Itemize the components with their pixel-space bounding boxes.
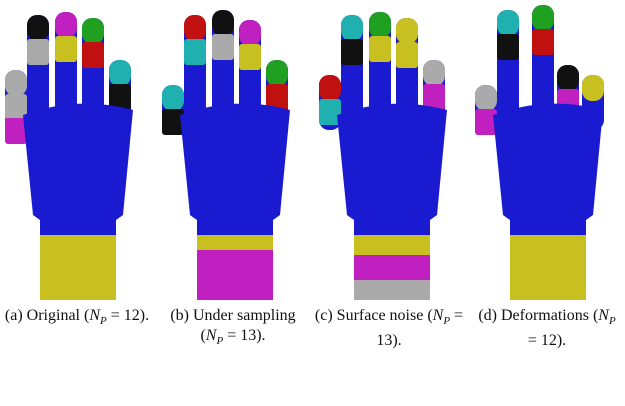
finger-segment: [82, 42, 104, 68]
finger-segment: [55, 12, 77, 38]
finger-segment: [266, 60, 288, 86]
symbol: N: [598, 307, 609, 324]
caption-text: = 12).: [528, 332, 566, 349]
finger-segment: [27, 15, 49, 41]
caption: (d) Deformations (NP = 12).: [472, 306, 622, 351]
caption: (a) Original (NP = 12).: [2, 306, 152, 331]
caption: (b) Under sampling (NP = 13).: [158, 306, 308, 351]
symbol: N: [433, 307, 444, 324]
wrist-band: [510, 235, 586, 300]
figure: (a) Original (NP = 12). (b) Under sampli…: [0, 0, 625, 406]
finger-segment: [239, 20, 261, 46]
finger-segment: [475, 85, 497, 111]
finger-segment: [369, 12, 391, 38]
caption: (c) Surface noise (NP = 13).: [314, 306, 464, 351]
finger-segment: [396, 42, 418, 68]
forearm: [40, 205, 116, 235]
finger-segment: [497, 10, 519, 36]
finger-segment: [319, 75, 341, 101]
finger-segment: [239, 44, 261, 70]
wrist-band: [354, 255, 430, 280]
finger-segment: [5, 70, 27, 96]
forearm: [197, 205, 273, 235]
finger-segment: [532, 5, 554, 31]
finger-segment: [557, 65, 579, 91]
finger-segment: [109, 60, 131, 86]
subscript: P: [609, 315, 616, 327]
finger-segment: [162, 109, 184, 135]
finger-segment: [341, 39, 363, 65]
wrist-band: [40, 235, 116, 300]
symbol: N: [89, 307, 100, 324]
finger-segment: [184, 39, 206, 65]
finger-segment: [212, 34, 234, 60]
finger-segment: [184, 15, 206, 41]
wrist-band: [354, 280, 430, 300]
finger-segment: [82, 18, 104, 44]
finger-segment: [55, 36, 77, 62]
symbol: N: [206, 327, 217, 344]
finger-segment: [162, 85, 184, 111]
caption-text: (a) Original (: [5, 307, 89, 324]
subscript: P: [100, 315, 107, 327]
finger-segment: [212, 10, 234, 36]
forearm: [510, 205, 586, 235]
finger-segment: [341, 15, 363, 41]
caption-text: (d) Deformations (: [478, 307, 598, 324]
finger-segment: [396, 18, 418, 44]
caption-text: = 12).: [107, 307, 149, 324]
finger-segment: [27, 39, 49, 65]
finger-segment: [497, 34, 519, 60]
finger-segment: [582, 75, 604, 101]
finger-segment: [423, 60, 445, 86]
hand-renderings: [0, 0, 625, 300]
caption-text: (c) Surface noise (: [315, 307, 433, 324]
wrist-band: [197, 250, 273, 300]
finger-segment: [532, 29, 554, 55]
forearm: [354, 205, 430, 235]
caption-text: = 13).: [223, 327, 265, 344]
finger-segment: [369, 36, 391, 62]
